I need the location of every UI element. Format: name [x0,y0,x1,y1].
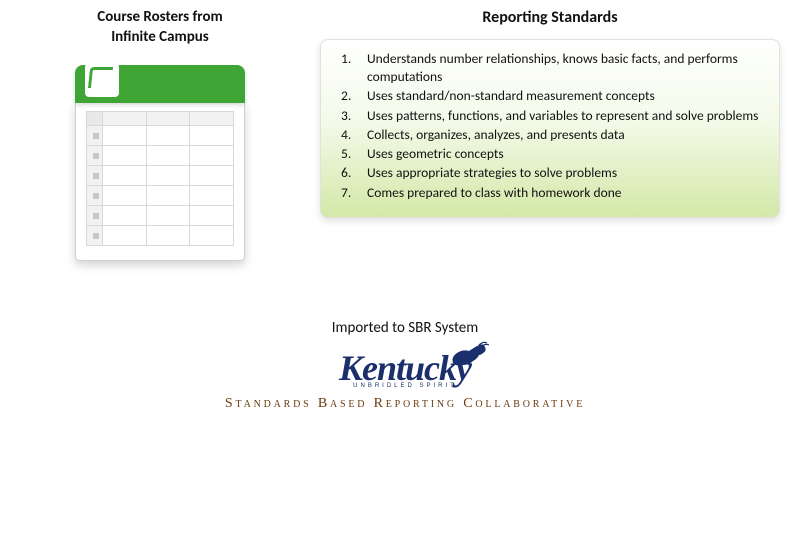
spreadsheet-header-bar [75,65,245,103]
reporting-standards-title: Reporting Standards [320,8,780,39]
top-row: Course Rosters from Infinite Campus [0,0,810,261]
standards-item: Collects, organizes, analyzes, and prese… [341,126,763,144]
left-title-line2: Infinite Campus [111,28,209,46]
kentucky-tagline: UNBRIDLED SPIRIT [339,383,471,389]
kentucky-logo: Kentucky UNBRIDLED SPIRIT [339,347,471,389]
spreadsheet-grid [75,103,245,261]
standards-item: Uses appropriate strategies to solve pro… [341,164,763,182]
standards-list: Understands number relationships, knows … [341,50,763,202]
spreadsheet-app-glyph [85,63,119,97]
left-title-line1: Course Rosters from [97,8,222,26]
spreadsheet-table [86,111,234,246]
left-title: Course Rosters from Infinite Campus [0,8,320,57]
right-column: Reporting Standards Understands number r… [320,8,810,261]
standards-item: Uses standard/non-standard measurement c… [341,87,763,105]
standards-item: Uses patterns, functions, and variables … [341,107,763,125]
standards-item: Understands number relationships, knows … [341,50,763,86]
sbr-collaborative-line: Standards Based Reporting Collaborative [0,396,810,412]
spreadsheet-icon [75,65,245,261]
standards-item: Uses geometric concepts [341,145,763,163]
standards-item: Comes prepared to class with homework do… [341,184,763,202]
horse-icon [449,341,489,371]
left-column: Course Rosters from Infinite Campus [0,8,320,261]
standards-card: Understands number relationships, knows … [320,39,780,218]
logo-area: Kentucky UNBRIDLED SPIRIT Standards Base… [0,347,810,412]
imported-label: Imported to SBR System [0,319,810,337]
